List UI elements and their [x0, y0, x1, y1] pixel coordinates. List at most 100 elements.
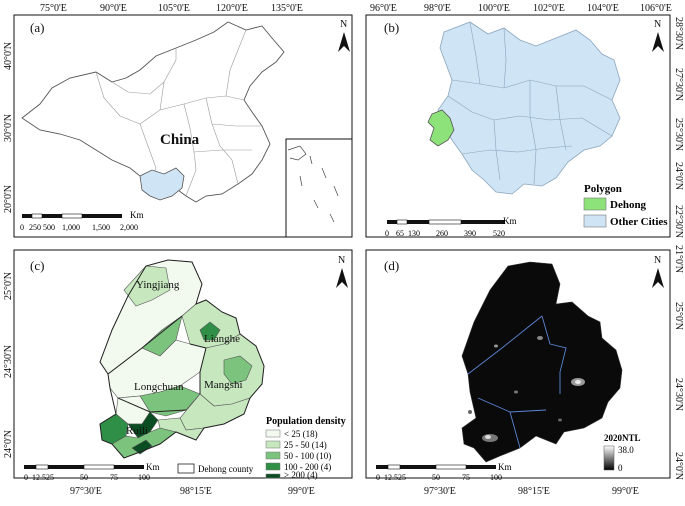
panel-c: 25°0'N 24°30'N 24°0'N 97°30'E 98°15'E 99…	[3, 249, 353, 497]
scale-label: 390	[464, 229, 476, 238]
scale-bar: Km 0 65 130 260 390 520	[385, 216, 517, 238]
scale-label: 260	[436, 229, 448, 238]
coord-label: 40°0'N	[3, 42, 14, 70]
panel-frame	[365, 14, 671, 238]
panel-label: (b)	[384, 20, 399, 35]
legend-item-label: 50 - 100 (10)	[284, 451, 331, 461]
coord-label: 105°0'E	[158, 3, 190, 14]
scale-label: 1,500	[92, 223, 110, 232]
scale-unit: Km	[130, 210, 144, 220]
coord-label: 24°0'N	[673, 452, 684, 480]
north-label: N	[340, 19, 347, 30]
legend-swatch	[583, 197, 607, 211]
legend-gradient	[603, 445, 615, 471]
scale-unit: Km	[503, 216, 517, 226]
place-label: Ruili	[126, 425, 148, 437]
scale-label: 65	[396, 229, 404, 238]
scale-label: 50	[432, 473, 440, 482]
coord-label: 28°30'N	[673, 17, 684, 50]
scale-label: 500	[43, 223, 55, 232]
scale-label: 2,000	[120, 223, 138, 232]
country-label: China	[160, 132, 200, 148]
legend-item-label: Other Cities	[610, 216, 668, 228]
coord-label: 30°0'N	[3, 114, 14, 142]
scale-bar: Km 0 12.5 25 50 75 100	[24, 462, 160, 482]
north-arrow-icon	[652, 268, 664, 288]
dehong-choropleth	[99, 259, 265, 459]
coord-label: 135°0'E	[271, 3, 303, 14]
scale-label: 75	[462, 473, 470, 482]
coord-label: 21°0'N	[673, 245, 684, 273]
scale-label: 25	[398, 473, 406, 482]
place-label: Mangshi	[204, 379, 243, 391]
legend-boundary-swatch	[177, 463, 195, 474]
coord-label: 99°0'E	[288, 486, 315, 497]
coord-label: 24°0'N	[3, 430, 14, 458]
legend-boundary-label: Dehong county	[198, 464, 254, 474]
legend-item-label: < 25 (18)	[284, 429, 318, 439]
coord-label: 97°30'E	[70, 486, 102, 497]
place-label: Yingjiang	[136, 279, 180, 291]
place-label: Lianghe	[204, 333, 240, 345]
coord-label: 22°30'N	[673, 205, 684, 238]
legend-swatch	[583, 214, 607, 228]
legend-title: Polygon	[584, 183, 622, 195]
ntl-bright-spots	[468, 336, 585, 442]
north-label: N	[654, 255, 661, 266]
legend-swatch	[265, 429, 281, 438]
coord-label: 99°0'E	[612, 486, 639, 497]
panel-frame	[13, 14, 353, 238]
scale-label: 75	[110, 473, 118, 482]
scale-label: 12.5	[384, 473, 398, 482]
county-boundaries	[467, 315, 567, 449]
north-label: N	[654, 19, 661, 30]
coord-label: 90°0'E	[100, 3, 127, 14]
coord-label: 27°30'N	[673, 68, 684, 101]
coord-label: 97°30'E	[424, 486, 456, 497]
legend-swatch	[265, 473, 281, 479]
panel-b: 96°0'E 98°0'E 100°0'E 102°0'E 104°0'E 10…	[365, 3, 684, 273]
scale-label: 1,000	[62, 223, 80, 232]
coord-label: 24°30'N	[673, 378, 684, 411]
legend-swatch	[265, 462, 281, 471]
north-arrow-icon	[652, 32, 664, 52]
panel-label: (d)	[384, 258, 399, 273]
scale-unit: Km	[146, 462, 160, 472]
scale-label: 100	[490, 473, 502, 482]
panel-label: (c)	[30, 258, 44, 273]
inset-islands	[287, 145, 339, 223]
ntl-raster	[461, 261, 623, 463]
north-arrow-icon	[336, 268, 348, 288]
scale-bar: Km 0 12.5 25 50 75 100	[376, 462, 512, 482]
panel-a: 75°0'E 90°0'E 105°0'E 120°0'E 135°0'E 40…	[3, 3, 353, 238]
coord-label: 98°0'E	[424, 3, 451, 14]
coord-label: 75°0'E	[40, 3, 67, 14]
legend-item-label: Dehong	[610, 199, 647, 211]
coord-label: 24°0'N	[673, 162, 684, 190]
place-label: Longchuan	[134, 381, 184, 393]
legend-title: 2020NTL	[604, 433, 641, 443]
scale-label: 100	[138, 473, 150, 482]
scale-label: 25	[46, 473, 54, 482]
yunnan-other-cities	[437, 21, 621, 195]
legend-swatch	[265, 451, 281, 460]
legend-swatch	[265, 440, 281, 449]
legend-item-label: 100 - 200 (4)	[284, 462, 331, 472]
scale-label: 12.5	[32, 473, 46, 482]
scale-bar: Km 0 250 500 1,000 1,500 2,000	[20, 210, 144, 232]
coord-label: 98°15'E	[518, 486, 550, 497]
scale-label: 50	[80, 473, 88, 482]
panel-label: (a)	[30, 20, 44, 35]
scale-label: 250	[29, 223, 41, 232]
legend-title: Population density	[266, 416, 346, 427]
scale-label: 520	[493, 229, 505, 238]
panel-label-text: (d)	[384, 258, 399, 273]
scale-unit: Km	[498, 462, 512, 472]
legend-min: 0	[618, 463, 623, 473]
coord-label: 120°0'E	[216, 3, 248, 14]
coord-label: 104°0'E	[587, 3, 619, 14]
north-label: N	[338, 255, 345, 266]
city-boundaries	[447, 21, 613, 185]
county-boundaries	[99, 259, 265, 459]
